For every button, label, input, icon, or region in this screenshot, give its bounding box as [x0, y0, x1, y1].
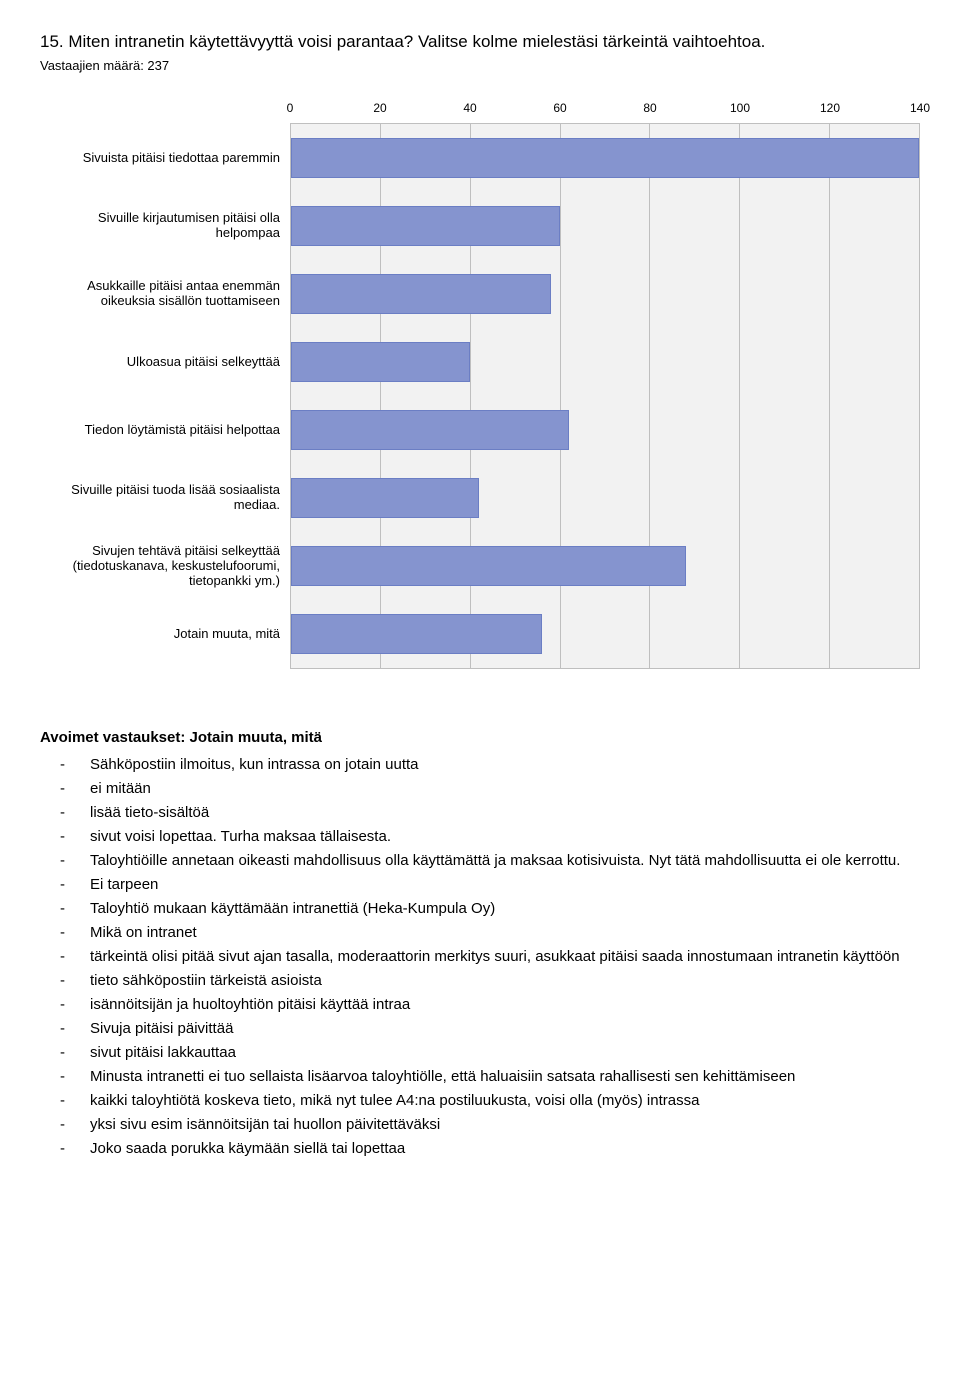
open-answer-item: Ei tarpeen: [40, 874, 920, 895]
open-answer-item: Joko saada porukka käymään siellä tai lo…: [40, 1138, 920, 1159]
chart-bar: [291, 478, 479, 518]
open-answer-item: Sivuja pitäisi päivittää: [40, 1018, 920, 1039]
open-answer-item: tärkeintä olisi pitää sivut ajan tasalla…: [40, 946, 920, 967]
chart-bar: [291, 138, 919, 178]
chart-bar-row: [291, 464, 919, 532]
question-title: 15. Miten intranetin käytettävyyttä vois…: [40, 32, 920, 52]
open-answer-item: yksi sivu esim isännöitsijän tai huollon…: [40, 1114, 920, 1135]
axis-tick: 20: [373, 101, 386, 115]
open-answer-item: ei mitään: [40, 778, 920, 799]
axis-tick: 100: [730, 101, 750, 115]
open-answer-item: Taloyhtiö mukaan käyttämään intranettiä …: [40, 898, 920, 919]
chart-category-label: Ulkoasua pitäisi selkeyttää: [40, 327, 280, 395]
chart-category-label: Sivuista pitäisi tiedottaa paremmin: [40, 123, 280, 191]
axis-tick: 80: [643, 101, 656, 115]
open-answers-list: Sähköpostiin ilmoitus, kun intrassa on j…: [40, 754, 920, 1159]
axis-tick: 0: [287, 101, 294, 115]
chart-bar-row: [291, 260, 919, 328]
chart-category-label: Tiedon löytämistä pitäisi helpottaa: [40, 395, 280, 463]
chart-bar: [291, 274, 551, 314]
open-answer-item: tieto sähköpostiin tärkeistä asioista: [40, 970, 920, 991]
chart-bar-row: [291, 124, 919, 192]
open-answer-item: kaikki taloyhtiötä koskeva tieto, mikä n…: [40, 1090, 920, 1111]
chart-category-label: Sivuille pitäisi tuoda lisää sosiaalista…: [40, 463, 280, 531]
chart-category-label: Sivuille kirjautumisen pitäisi olla help…: [40, 191, 280, 259]
open-answer-item: Mikä on intranet: [40, 922, 920, 943]
open-answers-heading: Avoimet vastaukset: Jotain muuta, mitä: [40, 729, 920, 746]
open-answer-item: lisää tieto-sisältöä: [40, 802, 920, 823]
chart-bar: [291, 614, 542, 654]
chart-category-label: Sivujen tehtävä pitäisi selkeyttää (tied…: [40, 531, 280, 599]
chart-category-label: Asukkaille pitäisi antaa enemmän oikeuks…: [40, 259, 280, 327]
chart-plot: 020406080100120140: [290, 101, 920, 669]
chart-bar-row: [291, 328, 919, 396]
open-answer-item: Taloyhtiöille annetaan oikeasti mahdolli…: [40, 850, 920, 871]
chart-bar: [291, 410, 569, 450]
chart-bar-row: [291, 192, 919, 260]
chart-bar-row: [291, 532, 919, 600]
open-answer-item: sivut pitäisi lakkauttaa: [40, 1042, 920, 1063]
chart-bar-row: [291, 396, 919, 464]
chart-category-labels: Sivuista pitäisi tiedottaa paremminSivui…: [40, 101, 290, 669]
open-answer-item: Sähköpostiin ilmoitus, kun intrassa on j…: [40, 754, 920, 775]
chart-category-label: Jotain muuta, mitä: [40, 599, 280, 667]
bar-chart: Sivuista pitäisi tiedottaa paremminSivui…: [40, 101, 920, 669]
axis-tick: 120: [820, 101, 840, 115]
axis-tick: 140: [910, 101, 930, 115]
open-answer-item: Minusta intranetti ei tuo sellaista lisä…: [40, 1066, 920, 1087]
open-answer-item: isännöitsijän ja huoltoyhtiön pitäisi kä…: [40, 994, 920, 1015]
axis-tick: 60: [553, 101, 566, 115]
chart-bar: [291, 342, 470, 382]
chart-bar: [291, 546, 686, 586]
chart-bar: [291, 206, 560, 246]
chart-bar-row: [291, 600, 919, 668]
open-answer-item: sivut voisi lopettaa. Turha maksaa tälla…: [40, 826, 920, 847]
respondent-count: Vastaajien määrä: 237: [40, 58, 920, 73]
chart-x-axis: 020406080100120140: [290, 101, 920, 123]
axis-tick: 40: [463, 101, 476, 115]
chart-plot-area: [290, 123, 920, 669]
